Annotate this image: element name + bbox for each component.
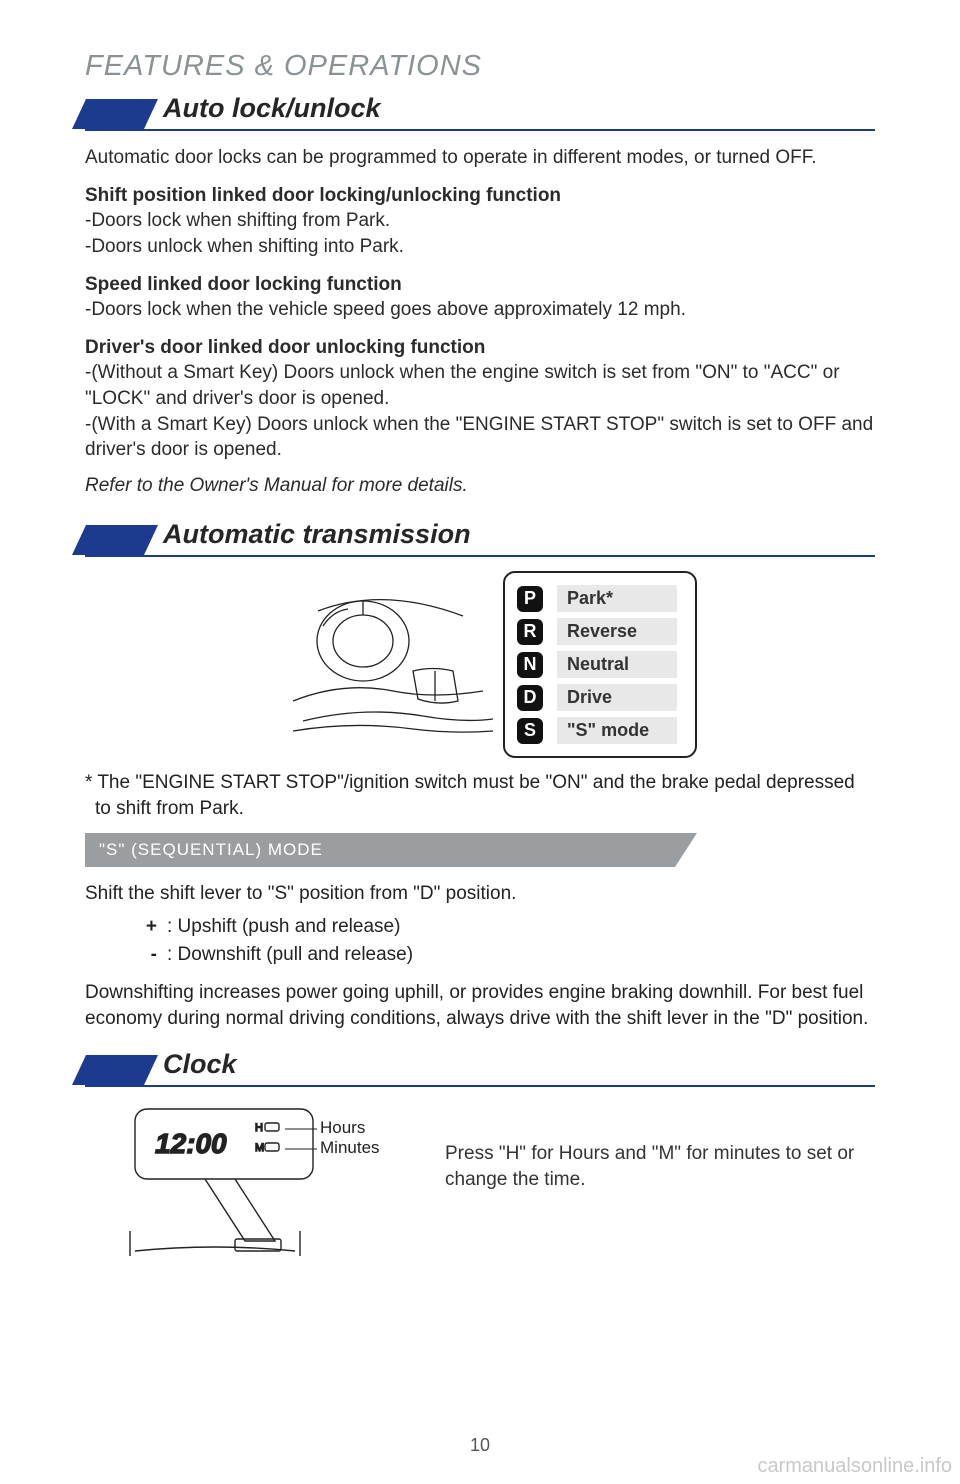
autolock-driver-line2: -(With a Smart Key) Doors unlock when th… <box>85 412 875 463</box>
clock-body: Press "H" for Hours and "M" for minutes … <box>445 1141 875 1192</box>
submode-body: Downshifting increases power going uphil… <box>85 980 875 1031</box>
autolock-driver-block: Driver's door linked door unlocking func… <box>85 335 875 463</box>
autolock-shift-line2: -Doors unlock when shifting into Park. <box>85 234 875 260</box>
gear-badge-d: D <box>517 685 543 711</box>
upshift-symbol: + <box>135 913 157 942</box>
heading-parallelogram-icon <box>72 99 158 129</box>
downshift-symbol: - <box>135 941 157 970</box>
submode-heading-bar: "S" (SEQUENTIAL) MODE <box>85 833 675 867</box>
autolock-intro: Automatic door locks can be programmed t… <box>85 145 875 171</box>
gear-label-p: Park* <box>557 585 677 612</box>
gear-label-r: Reverse <box>557 618 677 645</box>
autolock-shift-block: Shift position linked door locking/unloc… <box>85 183 875 260</box>
upshift-label: : Upshift (push and release) <box>167 913 400 942</box>
clock-diagram-row: 12:00 H M Hours Minutes Press "H" for Ho… <box>85 1101 875 1261</box>
section-transmission-title: Automatic transmission <box>163 519 471 553</box>
shift-upshift-row: + : Upshift (push and release) <box>135 913 875 942</box>
transmission-diagram: P Park* R Reverse N Neutral D Drive S "S… <box>85 571 875 758</box>
heading-parallelogram-icon <box>72 525 158 555</box>
car-interior-sketch-icon <box>263 571 513 751</box>
page-number: 10 <box>0 1435 960 1456</box>
gear-badge-r: R <box>517 619 543 645</box>
submode-intro: Shift the shift lever to "S" position fr… <box>85 881 875 907</box>
gear-row-n: N Neutral <box>517 651 677 678</box>
autolock-speed-block: Speed linked door locking function -Door… <box>85 272 875 323</box>
gear-label-n: Neutral <box>557 651 677 678</box>
svg-text:Hours: Hours <box>320 1118 365 1137</box>
shift-downshift-row: - : Downshift (pull and release) <box>135 941 875 970</box>
autolock-driver-line1: -(Without a Smart Key) Doors unlock when… <box>85 360 875 411</box>
autolock-speed-line1: -Doors lock when the vehicle speed goes … <box>85 297 875 323</box>
svg-text:Minutes: Minutes <box>320 1138 380 1157</box>
gear-badge-s: S <box>517 718 543 744</box>
autolock-driver-heading: Driver's door linked door unlocking func… <box>85 335 875 361</box>
gear-row-d: D Drive <box>517 684 677 711</box>
autolock-shift-line1: -Doors lock when shifting from Park. <box>85 208 875 234</box>
watermark: carmanualsonline.info <box>757 1455 952 1478</box>
section-clock-title: Clock <box>163 1049 237 1083</box>
section-autolock-heading: Auto lock/unlock <box>85 93 875 131</box>
section-clock-heading: Clock <box>85 1049 875 1087</box>
shift-definitions: + : Upshift (push and release) - : Downs… <box>135 913 875 970</box>
transmission-footnote: * The "ENGINE START STOP"/ignition switc… <box>95 770 875 821</box>
autolock-speed-heading: Speed linked door locking function <box>85 272 875 298</box>
clock-sketch-icon: 12:00 H M Hours Minutes <box>125 1101 405 1261</box>
gear-row-p: P Park* <box>517 585 677 612</box>
gear-row-r: R Reverse <box>517 618 677 645</box>
gear-badge-n: N <box>517 652 543 678</box>
gear-label-d: Drive <box>557 684 677 711</box>
gear-legend-box: P Park* R Reverse N Neutral D Drive S "S… <box>503 571 697 758</box>
svg-text:H: H <box>255 1122 263 1134</box>
section-transmission-heading: Automatic transmission <box>85 519 875 557</box>
autolock-shift-heading: Shift position linked door locking/unloc… <box>85 183 875 209</box>
gear-badge-p: P <box>517 586 543 612</box>
gear-label-s: "S" mode <box>557 717 677 744</box>
svg-text:12:00: 12:00 <box>155 1128 227 1159</box>
heading-parallelogram-icon <box>72 1055 158 1085</box>
page-header: FEATURES & OPERATIONS <box>85 50 875 83</box>
section-autolock-title: Auto lock/unlock <box>163 93 381 127</box>
autolock-refer: Refer to the Owner's Manual for more det… <box>85 475 875 497</box>
svg-text:M: M <box>255 1142 264 1154</box>
downshift-label: : Downshift (pull and release) <box>167 941 413 970</box>
gear-row-s: S "S" mode <box>517 717 677 744</box>
